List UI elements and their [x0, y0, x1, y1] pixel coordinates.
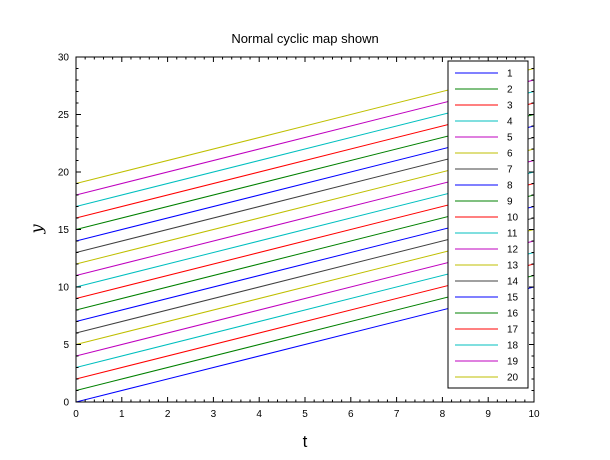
legend-label-9: 9: [507, 197, 513, 208]
legend-label-11: 11: [507, 229, 518, 240]
y-axis-label: y: [27, 224, 46, 235]
x-tick-label: 5: [302, 409, 308, 420]
legend-label-5: 5: [507, 133, 513, 144]
legend-label-8: 8: [507, 181, 513, 192]
x-tick-label: 9: [485, 409, 491, 420]
y-tick-label: 30: [58, 53, 70, 64]
y-tick-label: 5: [63, 340, 69, 351]
legend-label-19: 19: [507, 357, 519, 368]
chart-title: Normal cyclic map shown: [231, 31, 378, 46]
legend-label-6: 6: [507, 149, 513, 160]
y-tick-label: 20: [58, 168, 70, 179]
legend-label-20: 20: [507, 373, 519, 384]
legend-label-18: 18: [507, 341, 519, 352]
legend-label-13: 13: [507, 261, 519, 272]
legend-box: [447, 60, 529, 389]
legend-label-7: 7: [507, 165, 513, 176]
legend-label-16: 16: [507, 309, 519, 320]
legend-label-1: 1: [507, 69, 513, 80]
y-tick-label: 10: [58, 283, 70, 294]
x-tick-label: 1: [119, 409, 125, 420]
y-tick-label: 15: [58, 225, 70, 236]
legend-label-12: 12: [507, 245, 519, 256]
legend-label-17: 17: [507, 325, 519, 336]
y-tick-label: 25: [58, 110, 70, 121]
legend-label-14: 14: [507, 277, 519, 288]
x-tick-label: 4: [256, 409, 262, 420]
x-tick-label: 3: [211, 409, 217, 420]
y-tick-label: 0: [63, 398, 69, 409]
x-tick-label: 7: [394, 409, 400, 420]
x-tick-label: 6: [348, 409, 354, 420]
legend-label-2: 2: [507, 85, 513, 96]
x-tick-label: 0: [73, 409, 79, 420]
legend-label-15: 15: [507, 293, 519, 304]
x-tick-label: 2: [165, 409, 171, 420]
x-tick-label: 10: [528, 409, 540, 420]
x-tick-label: 8: [440, 409, 446, 420]
legend-label-4: 4: [507, 117, 513, 128]
legend-label-10: 10: [507, 213, 519, 224]
legend-label-3: 3: [507, 101, 513, 112]
x-axis-label: t: [303, 432, 308, 451]
plot-frame: [75, 56, 535, 403]
